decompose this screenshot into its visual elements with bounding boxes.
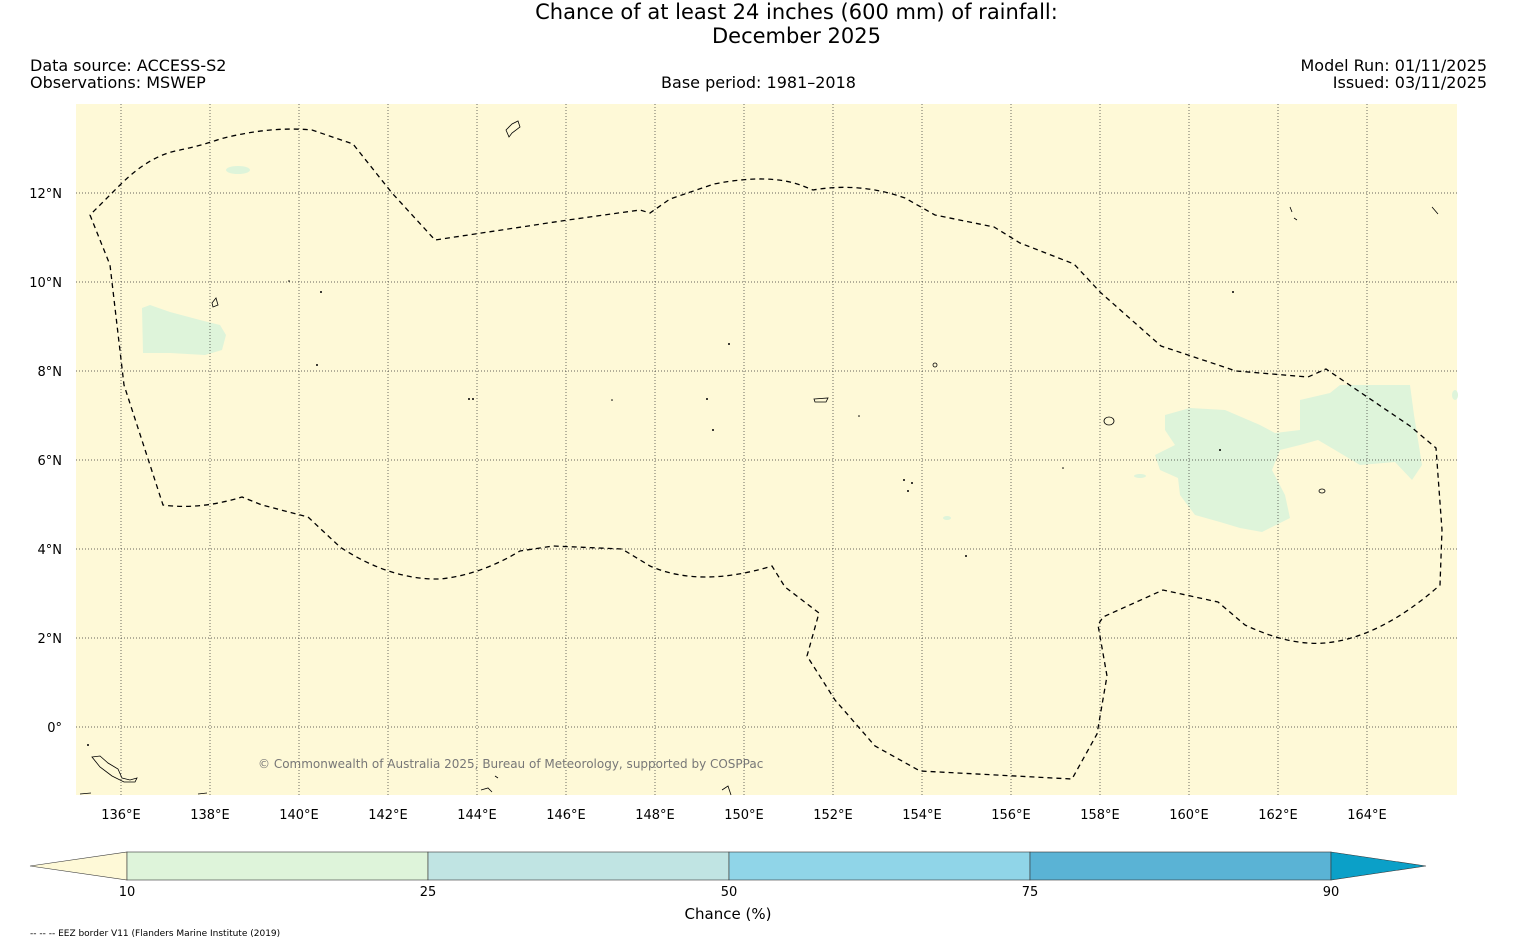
island-kosrae (1318, 488, 1326, 494)
colorbar-ticks: 10 25 50 75 90 (119, 885, 1340, 900)
lon-label: 148°E (635, 808, 675, 823)
lon-labels: 136°E 138°E 140°E 142°E 144°E 146°E 148°… (101, 808, 1387, 823)
region-west (142, 305, 226, 355)
region-small-north (226, 166, 250, 174)
lon-label: 152°E (813, 808, 853, 823)
colorbar-tick: 75 (1022, 885, 1039, 900)
lon-label: 140°E (279, 808, 319, 823)
map-title: Chance of at least 24 inches (600 mm) of… (0, 0, 1517, 48)
island-nw-corner (1289, 206, 1439, 221)
island-south-2 (480, 775, 499, 793)
island-south-mid (721, 785, 732, 796)
lon-label: 160°E (1169, 808, 1209, 823)
island-chuuk (1103, 416, 1115, 426)
lat-label: 4°N (38, 543, 63, 558)
island-south-3 (79, 792, 208, 795)
lat-label: 6°N (38, 454, 63, 469)
base-period: Base period: 1981–2018 (661, 73, 856, 92)
lon-label: 150°E (724, 808, 764, 823)
lon-label: 154°E (902, 808, 942, 823)
colorbar-tick: 50 (721, 885, 738, 900)
lat-label: 12°N (29, 187, 62, 202)
run-info: Model Run: 01/11/2025 Issued: 03/11/2025 (1301, 57, 1488, 91)
colorbar-tick: 25 (420, 885, 437, 900)
lat-label: 8°N (38, 365, 63, 380)
colorbar-segment-50-75 (728, 851, 1031, 881)
lon-label: 158°E (1080, 808, 1120, 823)
gridlines (76, 104, 1457, 795)
lon-label: 156°E (991, 808, 1031, 823)
region-speck-2 (1134, 474, 1146, 478)
island-pohnpei-east (932, 362, 938, 368)
colorbar-segment-25-50 (427, 851, 730, 881)
atolls (87, 280, 1234, 746)
island-southwest (91, 755, 138, 783)
observations: Observations: MSWEP (30, 73, 206, 92)
title-line-2: December 2025 (711, 24, 881, 48)
colorbar-tick: 10 (119, 885, 136, 900)
model-run: Model Run: 01/11/2025 (1300, 56, 1488, 75)
region-speck-1 (943, 516, 951, 520)
colorbar-segment-10-25 (126, 851, 429, 881)
lon-label: 164°E (1347, 808, 1387, 823)
low-chance-regions (142, 166, 1458, 532)
colorbar-high-arrow (1330, 851, 1427, 881)
colorbar-low-arrow (29, 851, 128, 881)
lon-label: 162°E (1258, 808, 1298, 823)
lon-label: 146°E (546, 808, 586, 823)
region-east-edge (1452, 390, 1458, 400)
lat-label: 10°N (29, 276, 62, 291)
lon-label: 138°E (190, 808, 230, 823)
data-source: Data source: ACCESS-S2 (30, 56, 227, 75)
island-pn-group (813, 397, 829, 403)
lat-labels: 12°N 10°N 8°N 6°N 4°N 2°N 0° (29, 187, 62, 736)
title-line-1: Chance of at least 24 inches (600 mm) of… (535, 0, 1058, 24)
region-east-large (1155, 385, 1422, 532)
lon-label: 136°E (101, 808, 141, 823)
lat-label: 2°N (38, 632, 63, 647)
copyright-notice: © Commonwealth of Australia 2025, Bureau… (258, 757, 763, 771)
colorbar-segment-75-90 (1029, 851, 1332, 881)
island-yap (211, 297, 219, 308)
colorbar-title: Chance (%) (684, 905, 772, 923)
eez-footnote: -- -- -- EEZ border V11 (Flanders Marine… (30, 929, 281, 939)
colorbar (29, 851, 1427, 881)
islands (79, 120, 1439, 796)
eez-border (89, 128, 1443, 780)
island-north (505, 120, 521, 138)
lon-label: 144°E (457, 808, 497, 823)
lon-label: 142°E (368, 808, 408, 823)
source-info: Data source: ACCESS-S2 Observations: MSW… (30, 57, 226, 91)
lat-label: 0° (47, 721, 62, 736)
issued-date: Issued: 03/11/2025 (1332, 73, 1487, 92)
colorbar-tick: 90 (1323, 885, 1340, 900)
